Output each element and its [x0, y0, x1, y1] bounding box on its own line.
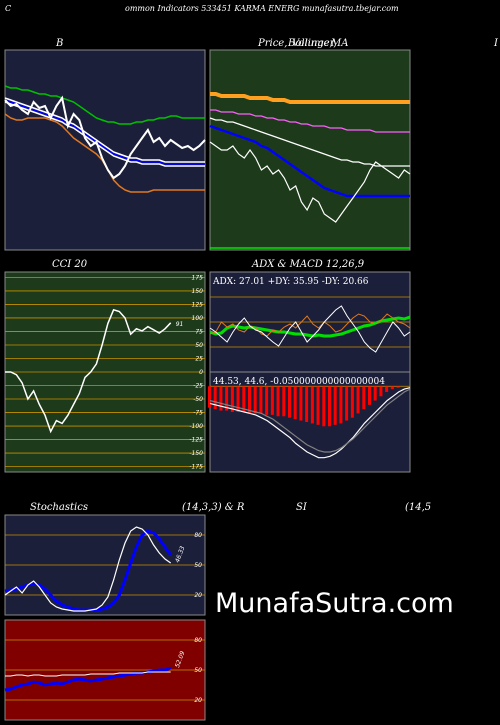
macd-bar — [225, 386, 229, 411]
macd-bar — [230, 386, 234, 412]
rsi-series-line-1 — [5, 671, 171, 677]
bb-series-line-1 — [4, 97, 205, 163]
macd-bar — [253, 386, 257, 414]
adx-value-label: ADX: 27.01 +DY: 35.95 -DY: 20.66 — [212, 277, 369, 287]
cci-tick-label: 175 — [192, 274, 204, 281]
stoch-tick-label: 20 — [194, 592, 202, 599]
stoch-title: Stochastics — [30, 502, 88, 513]
macd-bar — [356, 386, 360, 414]
macd-series-line-0 — [209, 387, 411, 459]
macd-bar — [265, 386, 269, 415]
cci-tick-label: 50 — [195, 342, 203, 349]
macd-bar — [373, 386, 377, 401]
macd-bar — [276, 386, 280, 417]
macd-bar — [385, 386, 389, 392]
rsi-tick-label: 20 — [194, 697, 202, 704]
cci-tick-label: -75 — [193, 410, 203, 417]
stoch-series-line-1 — [4, 526, 172, 612]
rsi-title: SI — [296, 502, 307, 513]
adx-macd-title: ADX & MACD 12,26,9 — [252, 259, 365, 270]
stoch-tick-label: 80 — [194, 532, 202, 539]
page-title: ommon Indicators 533451 KARMA ENERG muna… — [125, 4, 399, 13]
adx-series-line-0 — [209, 315, 411, 338]
macd-bar — [350, 386, 354, 418]
rsi-tick-label: 50 — [194, 667, 202, 674]
macd-series-line-1 — [209, 388, 411, 453]
stoch-params: (14,3,3) & R — [182, 502, 245, 513]
cci-tick-label: 0 — [199, 369, 203, 376]
macd-bar — [390, 386, 394, 390]
cci-tick-label: -125 — [189, 437, 203, 444]
price-series-line-0 — [210, 92, 410, 104]
macd-bar — [219, 386, 223, 411]
macd-bar — [293, 386, 297, 420]
macd-bar — [259, 386, 263, 414]
cci-last-value-label: 91 — [176, 321, 184, 328]
cci-tick-label: -25 — [193, 383, 203, 390]
cci-tick-label: 125 — [192, 301, 204, 308]
macd-bar — [379, 386, 383, 397]
adx-series-line-1 — [209, 313, 411, 337]
price-series-line-1 — [210, 109, 410, 133]
bb-series-line-0 — [4, 85, 205, 125]
macd-bar — [242, 386, 246, 412]
macd-bar — [299, 386, 303, 421]
cci-tick-label: -175 — [189, 464, 203, 471]
macd-bar — [208, 386, 211, 408]
macd-value-label: 44.53, 44.6, -0.050000000000000004 — [213, 377, 385, 387]
macd-bar — [270, 386, 274, 415]
macd-bar — [236, 386, 240, 412]
macd-bar — [345, 386, 349, 421]
price-title-bollinger: Bollinger, — [288, 38, 337, 49]
cci-line — [5, 308, 172, 434]
bb-series-line-5 — [4, 95, 206, 180]
macd-bar — [396, 386, 400, 388]
price-title-volume: Volume, — [292, 38, 333, 49]
macd-bar — [333, 386, 337, 425]
bb-series-line-3 — [4, 101, 205, 167]
watermark-text: MunafaSutra.com — [215, 588, 454, 619]
bb-title: B — [56, 38, 64, 49]
macd-bar — [310, 386, 314, 424]
adx-series-line-2 — [209, 305, 411, 353]
macd-bar — [282, 386, 286, 417]
price-series-line-3 — [209, 124, 410, 198]
macd-bar — [368, 386, 371, 405]
rsi-params: (14,5 — [405, 502, 432, 513]
macd-bar — [322, 386, 326, 427]
macd-bar — [213, 386, 217, 410]
price-title: Price, — [258, 38, 288, 49]
cci-tick-label: -150 — [189, 450, 203, 457]
cci-tick-label: 75 — [195, 328, 203, 335]
price-series-line-4 — [209, 141, 411, 223]
macd-bar — [316, 386, 320, 425]
bb-series-line-2 — [4, 99, 205, 165]
cci-tick-label: -50 — [193, 396, 203, 403]
macd-bar — [288, 386, 291, 418]
stoch-tick-label: 50 — [194, 562, 202, 569]
macd-bar — [362, 386, 366, 410]
cci-title: CCI 20 — [52, 259, 88, 270]
cci-tick-label: -100 — [189, 423, 203, 430]
price-title-ma: MA — [331, 38, 349, 49]
macd-bar — [328, 386, 331, 427]
cci-tick-label: 25 — [195, 355, 203, 362]
price-series-line-2 — [209, 117, 410, 167]
macd-bar — [305, 386, 309, 422]
cci-tick-label: 100 — [192, 315, 204, 322]
price-panel-bg — [209, 49, 411, 251]
rsi-tick-label: 80 — [194, 637, 202, 644]
macd-bar — [339, 386, 343, 424]
macd-bar — [248, 386, 251, 414]
header-letter: C — [5, 4, 12, 13]
cci-tick-label: 150 — [192, 288, 204, 295]
right-edge-title: I — [494, 38, 498, 49]
